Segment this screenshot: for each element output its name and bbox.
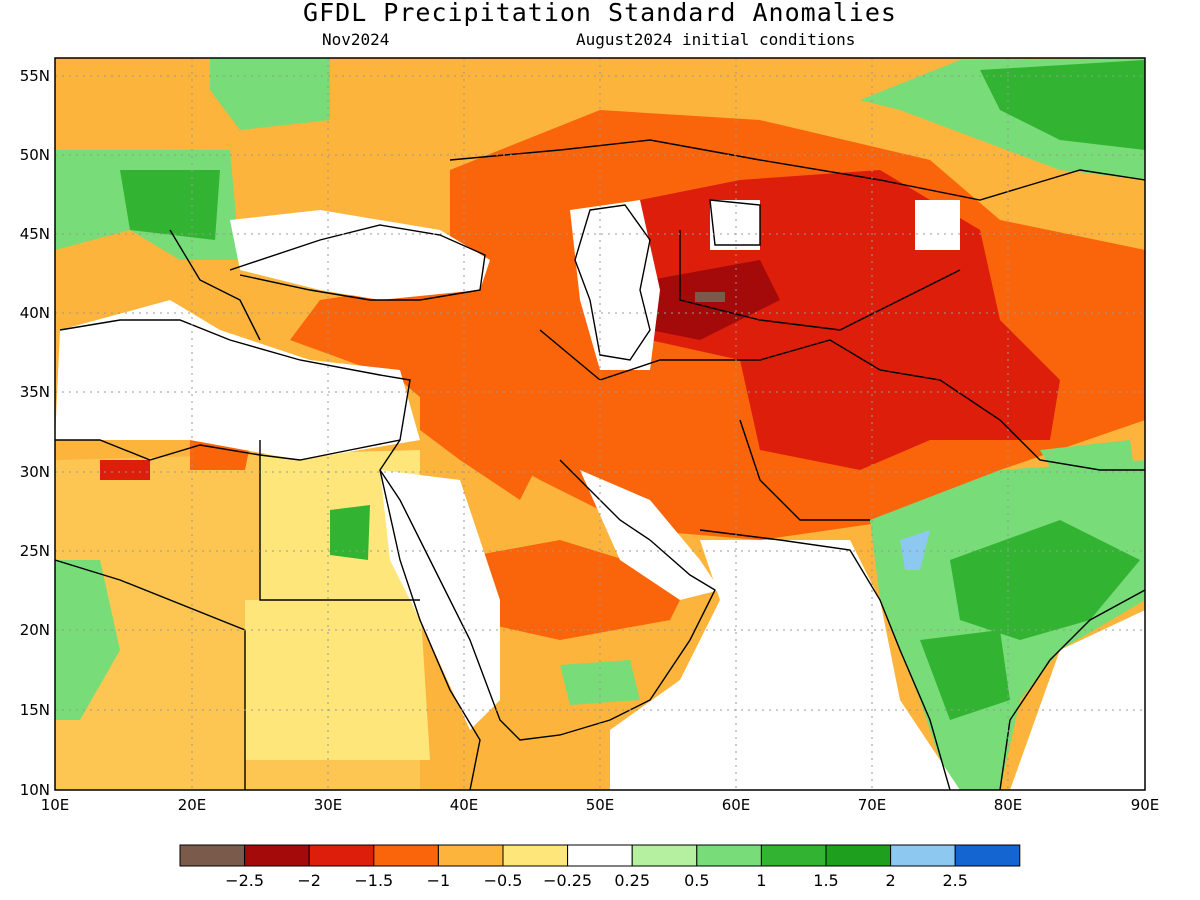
lon-label: 30E bbox=[314, 796, 343, 814]
initial-conditions: August2024 initial conditions bbox=[576, 30, 856, 49]
lat-label: 30N bbox=[20, 463, 50, 481]
field-europe-darkgreen bbox=[120, 170, 220, 240]
colorbar-label: −2.5 bbox=[225, 871, 264, 890]
coast-africa-east bbox=[379, 469, 481, 790]
border-central bbox=[679, 230, 961, 331]
coast-india-west bbox=[699, 529, 951, 790]
colorbar-swatch bbox=[502, 844, 569, 867]
colorbar-label: 2.5 bbox=[942, 871, 967, 890]
lon-label: 40E bbox=[450, 796, 479, 814]
lon-label: 20E bbox=[178, 796, 207, 814]
field-extreme-dry bbox=[695, 292, 725, 302]
colorbar-label: 2 bbox=[886, 871, 896, 890]
lat-label: 45N bbox=[20, 225, 50, 243]
colorbar-swatch bbox=[567, 844, 633, 867]
colorbar-label: −0.5 bbox=[484, 871, 523, 890]
colorbar-label: 1.5 bbox=[813, 871, 838, 890]
colorbar-swatch bbox=[437, 844, 504, 867]
colorbar-swatch bbox=[308, 844, 375, 867]
colorbar-label: −2 bbox=[297, 871, 321, 890]
x-axis-labels: 10E 20E 30E 40E 50E 60E 70E 80E 90E bbox=[41, 796, 1160, 814]
mask-mediterranean bbox=[55, 300, 420, 460]
coast-black-sea bbox=[229, 224, 486, 301]
lon-label: 80E bbox=[994, 796, 1023, 814]
colorbar-swatch bbox=[954, 844, 1021, 867]
colorbar-swatch bbox=[760, 844, 827, 867]
mask-arabian-sea bbox=[610, 540, 960, 790]
colorbar-label: 0.5 bbox=[684, 871, 709, 890]
plot-frame bbox=[54, 57, 1146, 791]
field-sudan-yellow bbox=[245, 600, 430, 760]
field-levant-orange bbox=[420, 330, 560, 500]
colorbar-swatch bbox=[373, 844, 439, 867]
lat-label: 50N bbox=[20, 146, 50, 164]
lat-label: 15N bbox=[20, 701, 50, 719]
field-india-darkgreen bbox=[950, 520, 1140, 640]
field-ganges-green bbox=[1040, 440, 1140, 510]
mask-caspian bbox=[570, 200, 660, 370]
lat-label: 40N bbox=[20, 304, 50, 322]
colorbar-labels: −2.5 −2 −1.5 −1 −0.5 −0.25 0.25 0.5 1 1.5 2 2.5 bbox=[225, 871, 968, 890]
colorbar bbox=[179, 844, 1021, 867]
field-gujarat-blue bbox=[900, 530, 930, 570]
lon-label: 70E bbox=[858, 796, 887, 814]
y-axis-labels: 55N 50N 45N 40N 35N 30N 25N 20N 15N 10N bbox=[20, 67, 50, 799]
border-afghan-pak bbox=[539, 329, 1145, 471]
coast-caspian bbox=[574, 204, 651, 361]
lon-label: 60E bbox=[722, 796, 751, 814]
colorbar-label: −1.5 bbox=[354, 871, 393, 890]
border-russia bbox=[449, 139, 1145, 201]
field-redsea-green bbox=[330, 505, 370, 560]
colorbar-label: 0.25 bbox=[614, 871, 650, 890]
mask-balkhash bbox=[915, 200, 960, 250]
mask-persian-gulf bbox=[580, 470, 720, 600]
lon-label: 10E bbox=[41, 796, 70, 814]
field-ne-darkgreen bbox=[980, 60, 1145, 150]
coastlines bbox=[55, 139, 1145, 790]
coast-india-east bbox=[999, 589, 1145, 790]
lat-label: 55N bbox=[20, 67, 50, 85]
lat-label: 20N bbox=[20, 621, 50, 639]
chart-title: GFDL Precipitation Standard Anomalies bbox=[303, 0, 897, 27]
colorbar-label: −1 bbox=[427, 871, 451, 890]
lat-label: 10N bbox=[20, 781, 50, 799]
field-india-darkgreen2 bbox=[920, 630, 1010, 720]
coast-arabia bbox=[379, 439, 716, 741]
border-iran-pak bbox=[739, 419, 870, 521]
lat-label: 25N bbox=[20, 542, 50, 560]
mask-bay-of-bengal bbox=[1010, 610, 1145, 790]
coast-aral bbox=[709, 199, 761, 246]
coast-italy-balkans bbox=[169, 229, 261, 341]
lon-label: 50E bbox=[586, 796, 615, 814]
colorbar-swatch bbox=[890, 844, 956, 867]
colorbar-swatch bbox=[631, 844, 698, 867]
field-wafrica-green bbox=[55, 560, 120, 720]
mask-red-sea bbox=[380, 470, 500, 730]
colorbar-label: −0.25 bbox=[543, 871, 592, 890]
field-libya-red bbox=[100, 460, 150, 480]
mask-aral bbox=[710, 200, 760, 250]
lat-label: 35N bbox=[20, 383, 50, 401]
colorbar-swatch bbox=[825, 844, 892, 867]
forecast-month: Nov2024 bbox=[322, 30, 390, 49]
colorbar-swatch bbox=[244, 844, 310, 867]
border-egypt-sudan bbox=[259, 440, 420, 601]
lon-label: 90E bbox=[1131, 796, 1160, 814]
gridlines bbox=[55, 58, 1145, 790]
colorbar-label: 1 bbox=[756, 871, 766, 890]
colorbar-swatch bbox=[179, 844, 246, 867]
colorbar-swatch bbox=[696, 844, 762, 867]
